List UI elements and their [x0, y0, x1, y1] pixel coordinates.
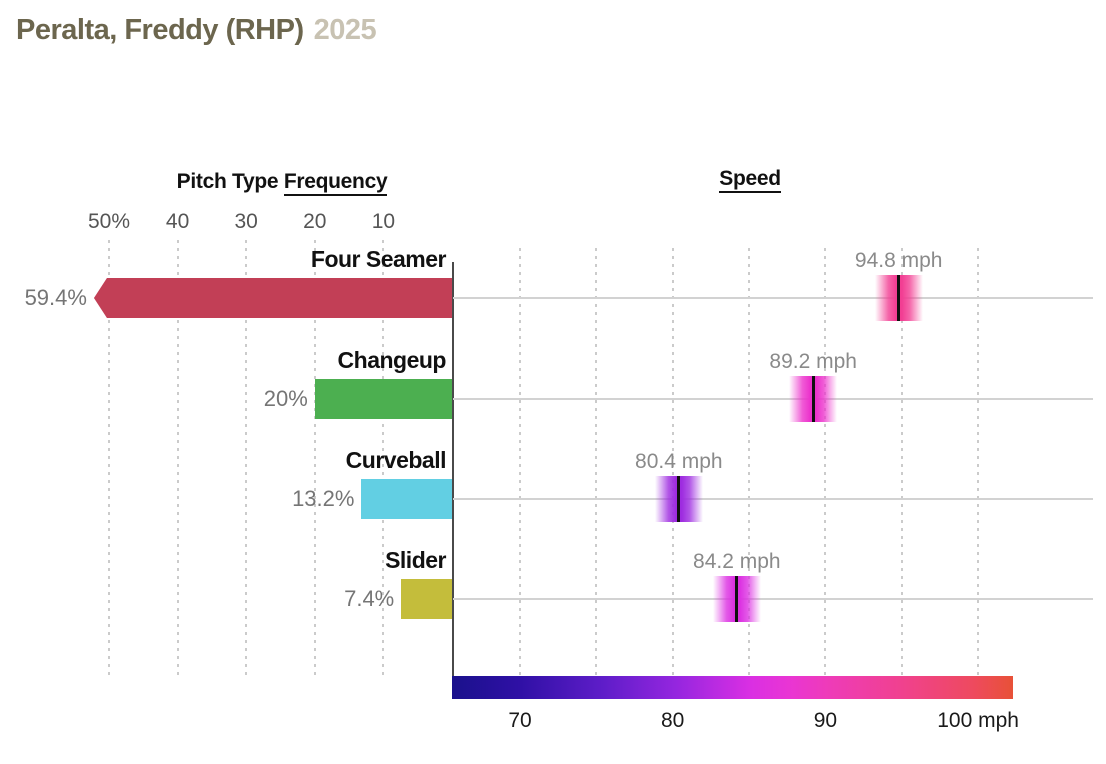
speed-axis-tick-label: 70	[508, 709, 532, 732]
frequency-bar	[314, 378, 452, 419]
frequency-gridline	[313, 240, 316, 675]
speed-value-label: 80.4 mph	[635, 450, 723, 473]
speed-axis-tick-label: 90	[813, 709, 838, 732]
frequency-axis-tick-label: 50%	[87, 210, 131, 233]
speed-axis-tick-label: 80	[661, 709, 685, 732]
speed-value-label: 84.2 mph	[693, 550, 781, 573]
frequency-axis-tick-label: 20	[303, 210, 327, 233]
row-baseline	[453, 498, 1093, 500]
speed-gridline	[595, 248, 598, 675]
frequency-value-label: 13.2%	[292, 486, 355, 511]
frequency-heading-underlined: Frequency	[283, 170, 388, 196]
frequency-gridline	[382, 240, 385, 675]
frequency-axis-line	[452, 262, 454, 676]
frequency-heading-plain: Pitch Type	[176, 170, 284, 193]
pitch-name-label: Changeup	[337, 346, 447, 373]
frequency-value-label: 7.4%	[344, 586, 395, 611]
speed-marker	[874, 275, 923, 321]
frequency-gridline	[245, 240, 248, 675]
speed-gridline	[519, 248, 521, 675]
frequency-panel-heading: Pitch Type Frequency	[110, 170, 454, 196]
pitch-name-label: Curveball	[345, 447, 447, 473]
speed-gridline	[900, 248, 903, 675]
frequency-bar	[361, 479, 452, 519]
speed-panel-heading: Speed	[452, 167, 1048, 193]
speed-heading-underlined: Speed	[719, 167, 781, 193]
speed-gridline	[748, 248, 751, 675]
season-year: 2025	[313, 14, 377, 46]
player-name: Peralta, Freddy (RHP)	[16, 14, 304, 46]
speed-gridline	[671, 248, 674, 675]
speed-gridline	[824, 248, 827, 675]
speed-axis-tick-label: 100 mph	[937, 709, 1019, 732]
frequency-gridline	[176, 240, 179, 675]
frequency-axis-tick-label: 10	[371, 210, 396, 233]
speed-median-line	[811, 375, 815, 422]
row-baseline	[453, 397, 1093, 400]
row-baseline	[453, 598, 1093, 600]
row-baseline	[453, 297, 1093, 299]
speed-marker	[712, 576, 761, 622]
speed-value-label: 94.8 mph	[854, 249, 943, 272]
speed-marker	[654, 476, 703, 522]
speed-value-label: 89.2 mph	[769, 349, 857, 373]
frequency-gridline	[108, 240, 110, 675]
page-title: Peralta, Freddy (RHP) 2025	[16, 14, 377, 47]
frequency-value-label: 20%	[263, 385, 308, 411]
frequency-bar	[401, 579, 452, 619]
frequency-axis-tick-label: 30	[234, 210, 258, 233]
frequency-value-label: 59.4%	[24, 285, 87, 310]
frequency-axis-tick-label: 40	[165, 210, 190, 233]
pitch-name-label: Slider	[385, 547, 446, 573]
speed-gridline	[977, 248, 980, 675]
speed-median-line	[735, 576, 739, 622]
speed-marker	[789, 375, 838, 422]
speed-colorbar	[452, 676, 1013, 699]
speed-median-line	[677, 476, 681, 522]
speed-median-line	[897, 275, 901, 321]
pitch-name-label: Four Seamer	[310, 246, 447, 272]
frequency-bar	[93, 278, 452, 318]
